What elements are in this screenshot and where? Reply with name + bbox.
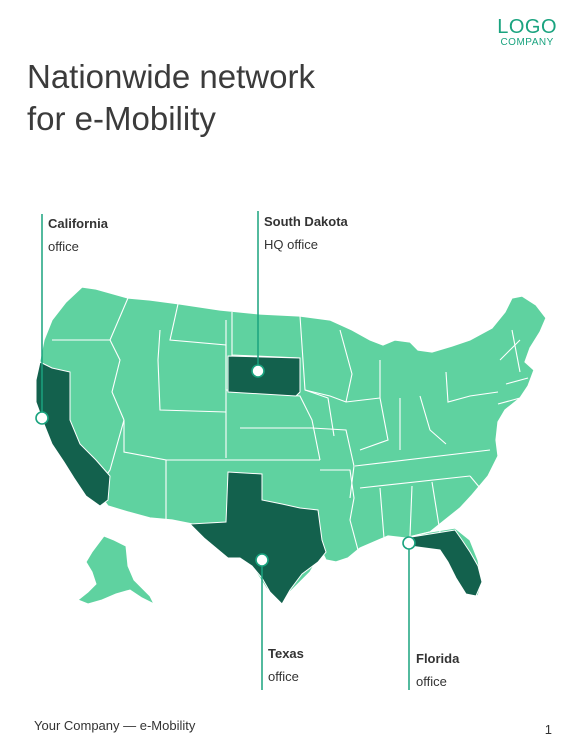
- texas-label: Texas office: [268, 642, 304, 688]
- south-dakota-name: South Dakota: [264, 214, 348, 229]
- south-dakota-label: South Dakota HQ office: [264, 210, 348, 256]
- logo-subtext: COMPANY: [500, 37, 554, 48]
- south-dakota-sub: HQ office: [264, 237, 318, 252]
- state-borders: [52, 297, 529, 551]
- title-line-1: Nationwide network: [27, 58, 315, 95]
- california-sub: office: [48, 239, 79, 254]
- california-marker: [35, 411, 49, 425]
- page-number: 1: [544, 722, 552, 737]
- page-title: Nationwide network for e-Mobility: [27, 56, 315, 140]
- texas-marker: [255, 553, 269, 567]
- footer-text: Your Company — e-Mobility: [34, 718, 196, 733]
- alaska: [77, 535, 156, 606]
- south-dakota-state: [227, 355, 301, 397]
- florida-name: Florida: [416, 651, 460, 666]
- florida-label: Florida office: [416, 647, 459, 693]
- south-dakota-marker: [251, 364, 265, 378]
- texas-state: [188, 471, 327, 605]
- california-name: California: [48, 216, 108, 231]
- office-markers: [35, 364, 416, 567]
- texas-sub: office: [268, 669, 299, 684]
- florida-marker: [402, 536, 416, 550]
- florida-state: [404, 529, 483, 597]
- texas-name: Texas: [268, 646, 304, 661]
- california-label: California office: [48, 212, 108, 258]
- title-line-2: for e-Mobility: [27, 100, 216, 137]
- logo-text: LOGO: [497, 16, 557, 38]
- florida-sub: office: [416, 674, 447, 689]
- leader-lines: [41, 211, 410, 690]
- company-logo: LOGO COMPANY: [497, 17, 557, 48]
